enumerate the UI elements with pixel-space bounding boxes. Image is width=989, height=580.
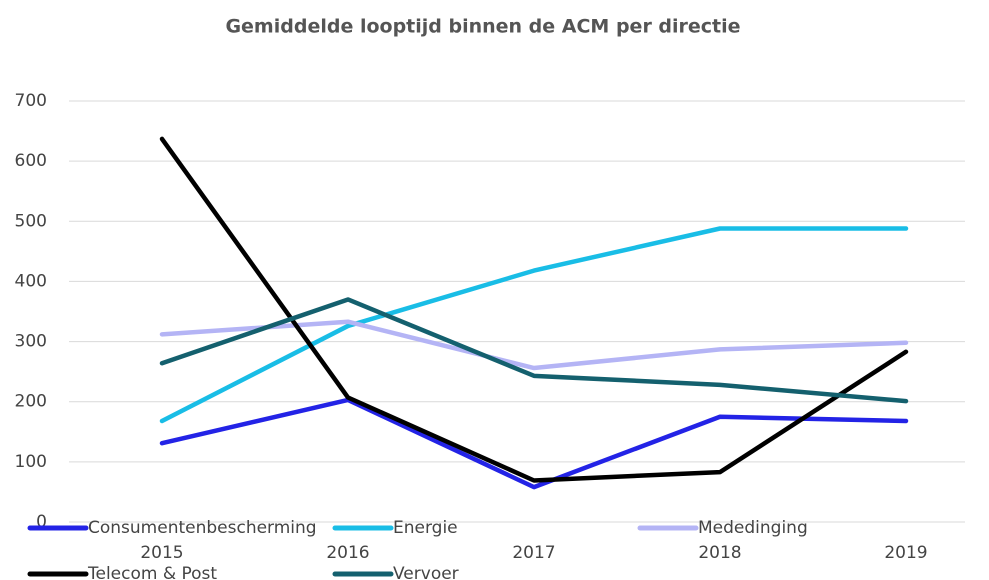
legend-label: Energie [393,518,458,538]
chart-title: Gemiddelde looptijd binnen de ACM per di… [225,16,740,38]
y-tick-label: 500 [15,211,47,231]
grid [69,100,965,523]
labels: 0 100 200 300 400 500 600 700 2015 2016 2017 2018 20… [15,91,928,580]
series-line [159,397,909,490]
series-line [159,136,909,483]
y-tick-label: 300 [15,332,47,352]
legend-label: Consumentenbescherming [88,518,317,538]
x-tick-label: 2016 [326,543,369,563]
y-tick-label: 200 [15,392,47,412]
series-line [159,297,909,404]
y-tick-label: 700 [15,91,47,111]
y-tick-label: 100 [15,452,47,472]
y-tick-label: 600 [15,151,47,171]
y-tick-label: 0 [36,512,47,532]
x-tick-label: 2017 [512,543,555,563]
legend-label: Mededinging [698,518,808,538]
x-tick-label: 2015 [140,543,183,563]
legend-label: Telecom & Post [87,564,217,580]
x-tick-label: 2019 [884,543,927,563]
series-line [159,226,909,424]
lines [159,136,909,490]
legend-label: Vervoer [393,564,459,580]
series-line [159,319,909,371]
x-tick-label: 2018 [698,543,741,563]
y-tick-label: 400 [15,271,47,291]
